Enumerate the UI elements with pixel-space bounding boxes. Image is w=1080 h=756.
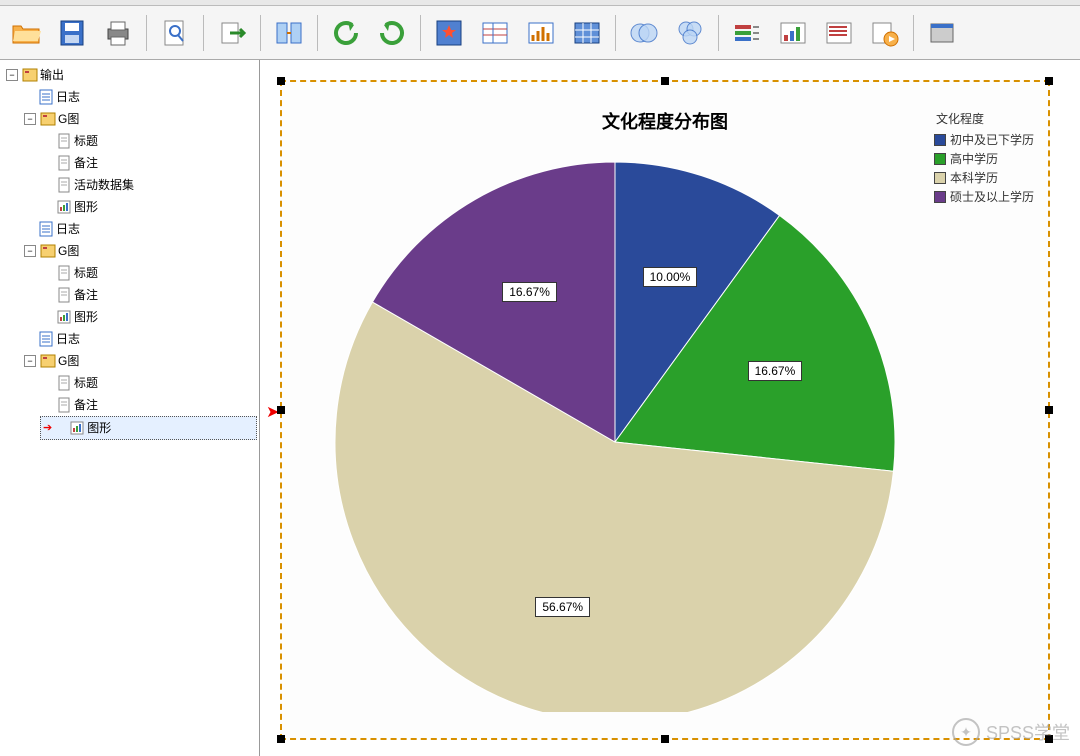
redo-button[interactable]	[370, 11, 414, 55]
tree-item[interactable]: 活动数据集	[40, 174, 257, 196]
tree-item[interactable]: 备注	[40, 394, 257, 416]
tree-item[interactable]: ➔图形	[40, 416, 257, 440]
legend-title: 文化程度	[934, 110, 1034, 127]
panes-icon	[273, 17, 305, 49]
undo-button[interactable]	[324, 11, 368, 55]
open-button[interactable]	[4, 11, 48, 55]
slice-label: 16.67%	[748, 361, 803, 381]
star-icon	[433, 17, 465, 49]
export-button[interactable]	[210, 11, 254, 55]
table2-icon	[525, 17, 557, 49]
preview-icon	[159, 17, 191, 49]
open-icon	[10, 17, 42, 49]
export-icon	[216, 17, 248, 49]
tree-item[interactable]: 备注	[40, 152, 257, 174]
play-button[interactable]	[863, 11, 907, 55]
table2-button[interactable]	[519, 11, 563, 55]
table1-icon	[479, 17, 511, 49]
print-icon	[102, 17, 134, 49]
save-button[interactable]	[50, 11, 94, 55]
chartopts-button[interactable]	[771, 11, 815, 55]
slice-label: 16.67%	[502, 282, 557, 302]
chartwiz-button[interactable]	[817, 11, 861, 55]
chartopts-icon	[777, 17, 809, 49]
slice-label: 56.67%	[535, 597, 590, 617]
preview-button[interactable]	[153, 11, 197, 55]
layers-icon	[731, 17, 763, 49]
legend-item: 初中及已下学历	[934, 131, 1034, 148]
resize-handle[interactable]	[277, 735, 285, 743]
resize-handle[interactable]	[1045, 77, 1053, 85]
legend-item: 本科学历	[934, 169, 1034, 186]
undo-icon	[330, 17, 362, 49]
chart-selection-frame[interactable]: ➤ 文化程度分布图 文化程度 初中及已下学历高中学历本科学历硕士及以上学历 10…	[280, 80, 1050, 740]
watermark: ✦ SPSS学堂	[952, 718, 1070, 746]
tree-item[interactable]: 图形	[40, 196, 257, 218]
table3-button[interactable]	[565, 11, 609, 55]
tree-item[interactable]: 备注	[40, 284, 257, 306]
star-button[interactable]	[427, 11, 471, 55]
table3-icon	[571, 17, 603, 49]
venn2-button[interactable]	[668, 11, 712, 55]
wechat-icon: ✦	[952, 718, 980, 746]
redo-icon	[376, 17, 408, 49]
venn2-icon	[674, 17, 706, 49]
print-button[interactable]	[96, 11, 140, 55]
legend-item: 高中学历	[934, 150, 1034, 167]
toolbar	[0, 6, 1080, 60]
resize-handle[interactable]	[661, 735, 669, 743]
panes-button[interactable]	[267, 11, 311, 55]
tree-item[interactable]: 标题	[40, 130, 257, 152]
pie-chart: 10.00% 16.67% 56.67% 16.67%	[330, 142, 900, 712]
dialog-icon	[926, 17, 958, 49]
output-tree[interactable]: −输出日志−G图标题备注活动数据集图形日志−G图标题备注图形日志−G图标题备注➔…	[0, 60, 260, 756]
resize-handle[interactable]	[277, 77, 285, 85]
resize-handle[interactable]	[661, 77, 669, 85]
layers-button[interactable]	[725, 11, 769, 55]
resize-handle[interactable]	[277, 406, 285, 414]
tree-item[interactable]: 图形	[40, 306, 257, 328]
chart-legend: 文化程度 初中及已下学历高中学历本科学历硕士及以上学历	[934, 110, 1034, 207]
table1-button[interactable]	[473, 11, 517, 55]
tree-item[interactable]: 标题	[40, 262, 257, 284]
dialog-button[interactable]	[920, 11, 964, 55]
tree-item[interactable]: 标题	[40, 372, 257, 394]
chartwiz-icon	[823, 17, 855, 49]
resize-handle[interactable]	[1045, 406, 1053, 414]
save-icon	[56, 17, 88, 49]
play-icon	[869, 17, 901, 49]
tree-root: 输出	[40, 64, 64, 86]
chart-viewer: ➤ 文化程度分布图 文化程度 初中及已下学历高中学历本科学历硕士及以上学历 10…	[260, 60, 1080, 756]
legend-item: 硕士及以上学历	[934, 188, 1034, 205]
venn1-icon	[628, 17, 660, 49]
venn1-button[interactable]	[622, 11, 666, 55]
slice-label: 10.00%	[643, 267, 698, 287]
watermark-text: SPSS学堂	[986, 719, 1070, 745]
